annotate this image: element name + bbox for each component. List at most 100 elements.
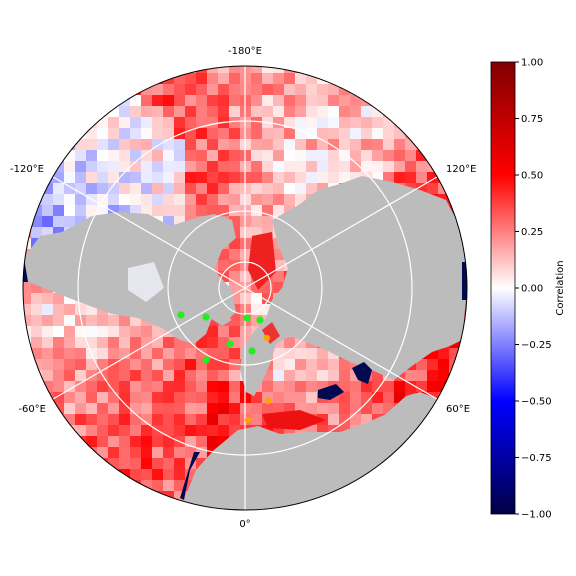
correlation-cell <box>86 513 97 524</box>
correlation-cell <box>361 139 372 150</box>
correlation-cell <box>23 425 31 436</box>
correlation-cell <box>427 95 438 106</box>
correlation-cell <box>64 337 75 348</box>
correlation-cell <box>328 128 339 139</box>
correlation-cell <box>108 84 119 95</box>
correlation-cell <box>251 414 262 425</box>
correlation-cell <box>185 414 196 425</box>
correlation-cell <box>64 216 75 227</box>
correlation-cell <box>185 95 196 106</box>
correlation-cell <box>438 513 449 524</box>
correlation-cell <box>53 95 64 106</box>
correlation-cell <box>427 73 438 84</box>
correlation-cell <box>383 84 394 95</box>
correlation-cell <box>152 447 163 458</box>
correlation-cell <box>394 392 405 403</box>
correlation-cell <box>31 150 42 161</box>
correlation-cell <box>262 194 273 205</box>
correlation-cell <box>31 326 42 337</box>
correlation-cell <box>306 84 317 95</box>
correlation-cell <box>328 414 339 425</box>
correlation-cell <box>394 480 405 491</box>
correlation-cell <box>273 359 284 370</box>
correlation-cell <box>328 172 339 183</box>
correlation-cell <box>438 348 449 359</box>
colorbar-tick-label: 0.00 <box>521 284 543 295</box>
correlation-cell <box>163 161 174 172</box>
correlation-cell <box>185 106 196 117</box>
correlation-cell <box>229 84 240 95</box>
correlation-cell <box>64 469 75 480</box>
correlation-cell <box>75 117 86 128</box>
correlation-cell <box>53 491 64 502</box>
correlation-cell <box>361 502 372 510</box>
correlation-cell <box>130 447 141 458</box>
correlation-cell <box>306 513 317 524</box>
correlation-cell <box>438 414 449 425</box>
correlation-cell <box>218 271 229 282</box>
correlation-cell <box>229 73 240 84</box>
correlation-cell <box>42 425 53 436</box>
correlation-cell <box>273 150 284 161</box>
correlation-cell <box>31 381 42 392</box>
correlation-cell <box>405 458 416 469</box>
correlation-cell <box>108 392 119 403</box>
correlation-cell <box>317 128 328 139</box>
correlation-cell <box>394 73 405 84</box>
correlation-cell <box>284 348 295 359</box>
correlation-cell <box>86 161 97 172</box>
correlation-cell <box>251 172 262 183</box>
lon-label-60: 60°E <box>446 404 470 415</box>
correlation-cell <box>42 326 53 337</box>
correlation-cell <box>273 271 284 282</box>
correlation-cell <box>273 106 284 117</box>
correlation-cell <box>64 106 75 117</box>
correlation-cell <box>207 403 218 414</box>
correlation-cell <box>53 414 64 425</box>
correlation-cell <box>119 480 130 491</box>
correlation-cell <box>174 66 185 73</box>
correlation-cell <box>174 95 185 106</box>
graticule <box>52 66 438 510</box>
correlation-cell <box>295 359 306 370</box>
correlation-cell <box>229 282 240 293</box>
correlation-cell <box>185 469 196 480</box>
correlation-cell <box>174 381 185 392</box>
correlation-cell <box>119 425 130 436</box>
station-marker-orange <box>263 334 271 342</box>
correlation-cell <box>53 370 64 381</box>
correlation-cell <box>372 403 383 414</box>
correlation-cell <box>394 491 405 502</box>
correlation-cell <box>75 139 86 150</box>
correlation-cell <box>372 117 383 128</box>
correlation-cell <box>460 491 467 502</box>
correlation-cell <box>97 205 108 216</box>
correlation-cell <box>31 491 42 502</box>
correlation-cell <box>196 513 207 524</box>
correlation-cell <box>141 95 152 106</box>
correlation-cell <box>119 150 130 161</box>
correlation-cell <box>130 436 141 447</box>
correlation-cell <box>438 106 449 117</box>
correlation-cell <box>97 106 108 117</box>
correlation-cell <box>460 436 467 447</box>
correlation-cell <box>174 502 185 510</box>
correlation-cell <box>229 205 240 216</box>
correlation-cell <box>449 392 460 403</box>
correlation-cell <box>460 513 471 524</box>
correlation-cell <box>394 381 405 392</box>
correlation-cell <box>53 337 64 348</box>
correlation-cell <box>273 84 284 95</box>
correlation-cell <box>174 392 185 403</box>
correlation-cell <box>372 172 383 183</box>
correlation-cell <box>53 392 64 403</box>
correlation-cell <box>306 128 317 139</box>
correlation-cell <box>130 326 141 337</box>
correlation-cell <box>394 139 405 150</box>
correlation-cell <box>174 348 185 359</box>
correlation-cell <box>339 359 350 370</box>
correlation-cell <box>196 458 207 469</box>
correlation-cell <box>328 359 339 370</box>
colorbar-tick-label: 0.25 <box>521 227 543 238</box>
correlation-cell <box>350 392 361 403</box>
